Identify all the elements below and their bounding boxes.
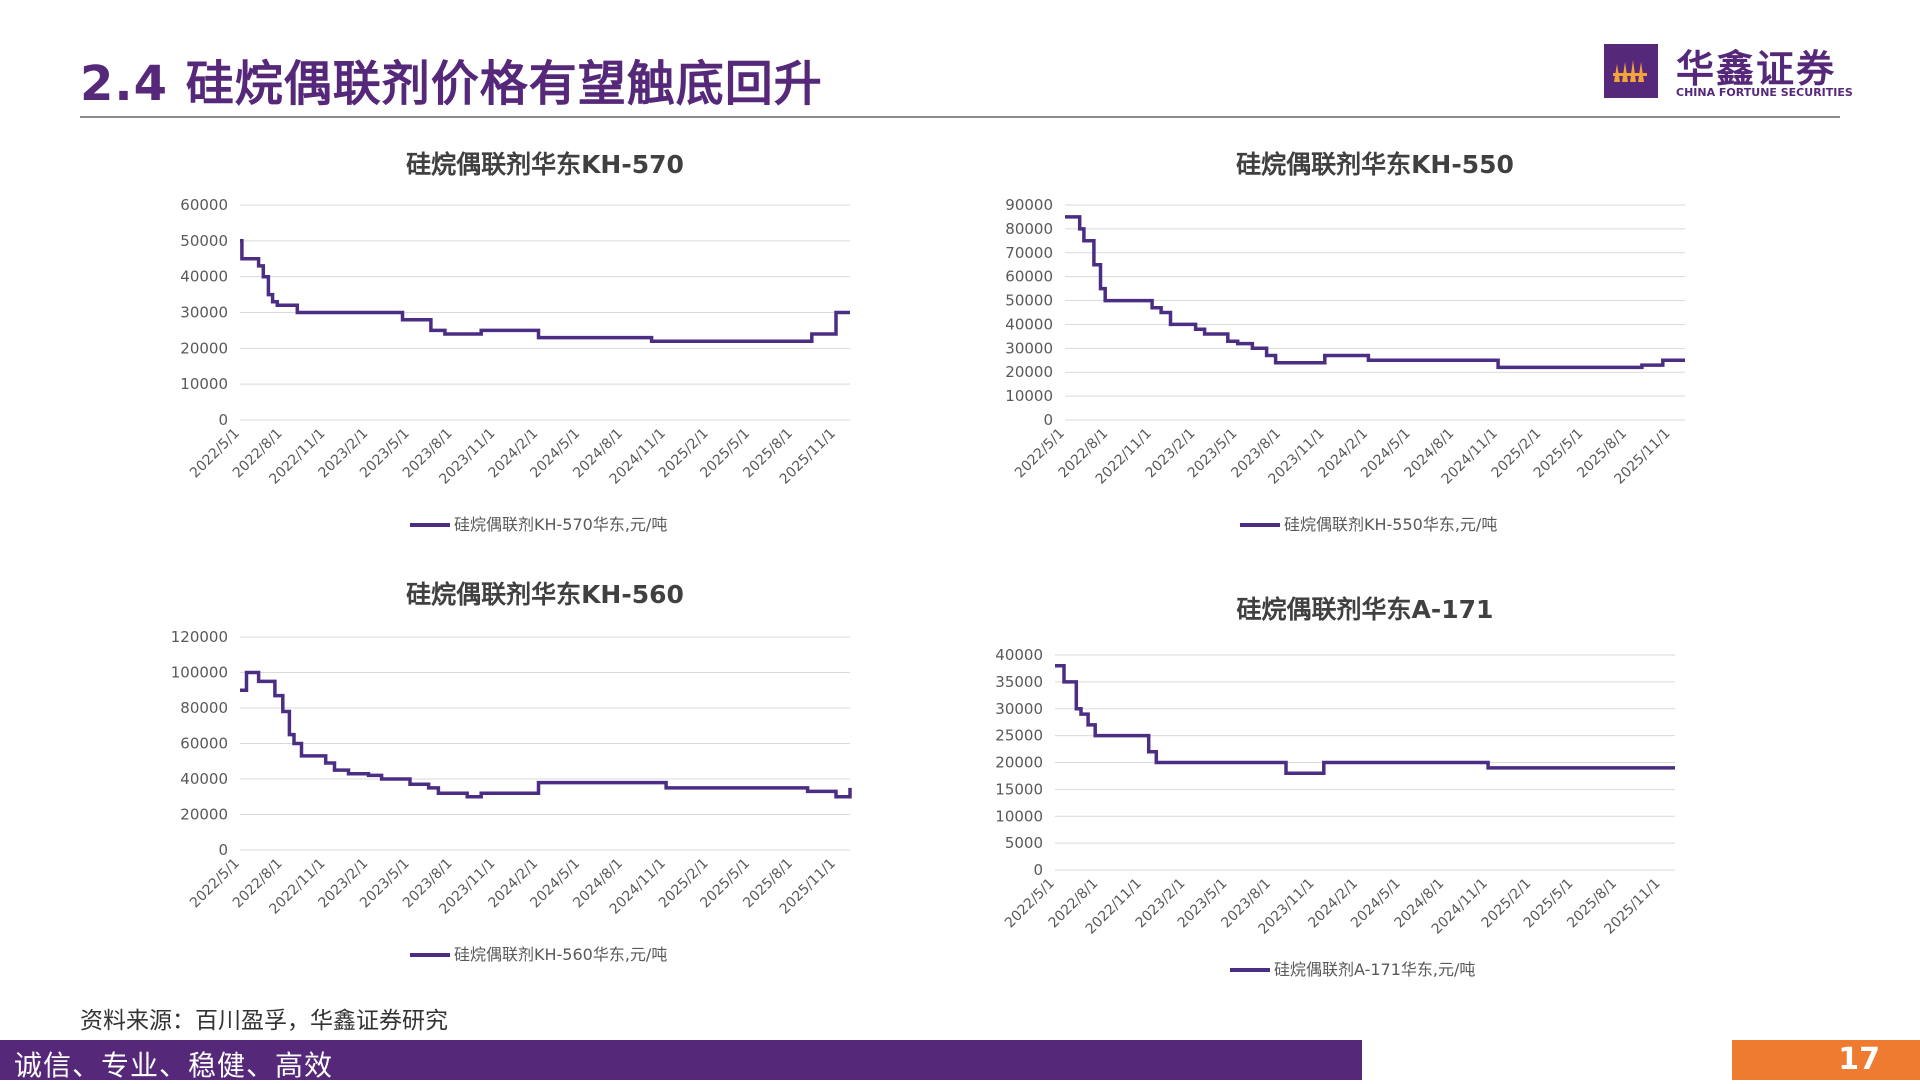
y-tick-label: 20000 bbox=[180, 806, 228, 824]
chart-title: 硅烷偶联剂华东KH-570 bbox=[406, 150, 684, 179]
y-tick-label: 20000 bbox=[180, 339, 228, 357]
legend-label: 硅烷偶联剂KH-560华东,元/吨 bbox=[454, 945, 667, 964]
y-tick-label: 40000 bbox=[180, 268, 228, 286]
logo-english-name: CHINA FORTUNE SECURITIES bbox=[1676, 86, 1853, 99]
chart-title: 硅烷偶联剂华东KH-550 bbox=[1236, 150, 1514, 179]
y-tick-label: 20000 bbox=[1005, 363, 1053, 381]
y-tick-label: 20000 bbox=[995, 754, 1043, 772]
series-line bbox=[240, 239, 850, 343]
y-tick-label: 50000 bbox=[180, 232, 228, 250]
y-tick-label: 0 bbox=[1033, 861, 1043, 879]
y-tick-label: 30000 bbox=[1005, 339, 1053, 357]
chart-kh560: 硅烷偶联剂华东KH-560 0 20000 40000 60000 80000 100000… bbox=[150, 560, 890, 980]
logo-emblem-icon bbox=[1604, 44, 1658, 98]
y-tick-label: 60000 bbox=[1005, 268, 1053, 286]
series-line bbox=[1055, 664, 1675, 776]
chart-kh550: 硅烷偶联剂华东KH-550 0 10000 20000 30000 40000 50000 6… bbox=[985, 130, 1715, 550]
y-tick-label: 50000 bbox=[1005, 292, 1053, 310]
chart-a171: 硅烷偶联剂华东A-171 0 5000 10000 15000 20000 25000 300… bbox=[985, 575, 1715, 995]
series-line bbox=[1065, 215, 1685, 370]
chart-kh570: 硅烷偶联剂华东KH-570 0 10000 20000 30000 40000 50000 6… bbox=[150, 130, 890, 550]
logo-chinese-name: 华鑫证券 bbox=[1676, 47, 1837, 91]
y-tick-label: 10000 bbox=[1005, 387, 1053, 405]
y-tick-label: 90000 bbox=[1005, 196, 1053, 214]
y-tick-label: 25000 bbox=[995, 727, 1043, 745]
legend-label: 硅烷偶联剂KH-570华东,元/吨 bbox=[454, 515, 667, 534]
chart-svg: 硅烷偶联剂华东KH-550 0 10000 20000 30000 40000 50000 6… bbox=[1005, 150, 1685, 534]
y-tick-label: 0 bbox=[1043, 411, 1053, 429]
y-tick-label: 60000 bbox=[180, 735, 228, 753]
page-title: 2.4 硅烷偶联剂价格有望触底回升 bbox=[80, 56, 823, 112]
footer-bar: 诚信、专业、稳健、高效 17 bbox=[0, 1040, 1920, 1082]
title-divider bbox=[80, 116, 1840, 118]
footer-slogan: 诚信、专业、稳健、高效 bbox=[14, 1049, 334, 1082]
y-tick-label: 120000 bbox=[171, 628, 228, 646]
y-tick-label: 70000 bbox=[1005, 244, 1053, 262]
y-tick-label: 80000 bbox=[1005, 220, 1053, 238]
footer-purple-band: 诚信、专业、稳健、高效 bbox=[0, 1040, 1362, 1082]
y-tick-label: 40000 bbox=[1005, 315, 1053, 333]
y-tick-label: 10000 bbox=[180, 375, 228, 393]
y-tick-label: 5000 bbox=[1005, 834, 1043, 852]
chart-svg: 硅烷偶联剂华东KH-560 0 20000 40000 60000 80000 100000… bbox=[171, 580, 852, 964]
chart-title: 硅烷偶联剂华东KH-560 bbox=[406, 580, 684, 609]
chart-svg: 硅烷偶联剂华东KH-570 0 10000 20000 30000 40000 50000 6… bbox=[180, 150, 850, 534]
y-tick-label: 35000 bbox=[995, 673, 1043, 691]
y-tick-label: 60000 bbox=[180, 196, 228, 214]
page-number: 17 bbox=[1838, 1042, 1880, 1077]
chart-title: 硅烷偶联剂华东A-171 bbox=[1237, 595, 1494, 624]
company-logo: 华鑫证券 CHINA FORTUNE SECURITIES bbox=[1604, 44, 1853, 100]
y-tick-label: 10000 bbox=[995, 807, 1043, 825]
y-tick-label: 80000 bbox=[180, 699, 228, 717]
y-tick-label: 40000 bbox=[995, 646, 1043, 664]
y-tick-label: 30000 bbox=[995, 700, 1043, 718]
y-tick-label: 40000 bbox=[180, 770, 228, 788]
y-tick-label: 0 bbox=[218, 841, 228, 859]
legend-label: 硅烷偶联剂KH-550华东,元/吨 bbox=[1284, 515, 1497, 534]
y-tick-label: 30000 bbox=[180, 304, 228, 322]
y-tick-label: 15000 bbox=[995, 780, 1043, 798]
source-note: 资料来源：百川盈孚，华鑫证券研究 bbox=[80, 1008, 448, 1034]
footer-orange-band: 17 bbox=[1732, 1040, 1920, 1080]
chart-svg: 硅烷偶联剂华东A-171 0 5000 10000 15000 20000 25000 300… bbox=[995, 595, 1675, 979]
series-line bbox=[240, 670, 852, 799]
footer-white-band bbox=[1362, 1040, 1732, 1080]
y-tick-label: 0 bbox=[218, 411, 228, 429]
legend-label: 硅烷偶联剂A-171华东,元/吨 bbox=[1274, 960, 1475, 979]
y-tick-label: 100000 bbox=[171, 664, 228, 682]
